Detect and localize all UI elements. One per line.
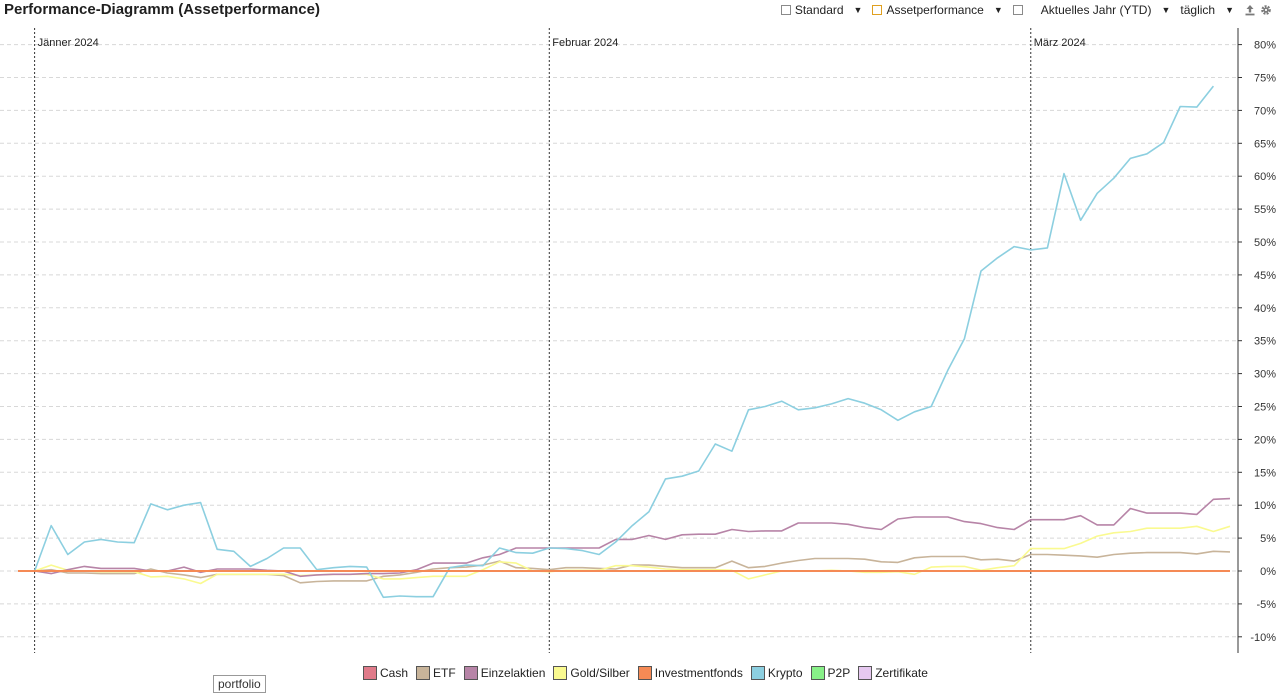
- y-tick-label: 70%: [1254, 105, 1276, 117]
- chart-title: Performance-Diagramm (Assetperformance): [4, 1, 320, 18]
- legend-swatch: [463, 666, 478, 680]
- legend-label: ETF: [433, 666, 456, 680]
- export-icon[interactable]: [1244, 4, 1256, 16]
- series-line-krypto: [18, 85, 1215, 599]
- legend-swatch: [858, 666, 873, 680]
- assetperformance-checkbox[interactable]: [872, 5, 883, 15]
- legend-swatch: [810, 666, 825, 680]
- legend-item-investmentfonds[interactable]: Investmentfonds: [637, 666, 743, 680]
- assetperformance-label: Assetperformance: [886, 3, 984, 17]
- y-tick-label: 15%: [1254, 467, 1276, 479]
- y-tick-label: 55%: [1254, 204, 1276, 216]
- period-label: Aktuelles Jahr (YTD): [1040, 3, 1152, 17]
- y-tick-label: 65%: [1254, 138, 1276, 150]
- legend-label: Cash: [380, 666, 409, 680]
- performance-line-chart: Jänner 2024 Februar 2024 März 2024 -10% -5%…: [0, 28, 1276, 653]
- legend-label: Zertifikate: [875, 666, 928, 680]
- interval-dropdown-icon[interactable]: ▼: [1225, 5, 1234, 15]
- legend-swatch: [553, 666, 568, 680]
- standard-checkbox[interactable]: [780, 5, 791, 15]
- series-line-einzelaktien: [18, 497, 1231, 578]
- y-tick-label: 40%: [1254, 303, 1276, 315]
- y-tick-label: 30%: [1254, 369, 1276, 381]
- y-tick-label: 5%: [1260, 533, 1276, 545]
- chart-legend: Cash ETF Einzelaktien Gold/Silber Invest…: [363, 666, 936, 680]
- series-line-gold-silber: [18, 525, 1231, 585]
- assetperformance-toggle[interactable]: Assetperformance ▼: [872, 3, 1008, 17]
- interval-selector[interactable]: täglich ▼: [1180, 3, 1240, 17]
- y-tick-label: 10%: [1254, 500, 1276, 512]
- legend-item-krypto[interactable]: Krypto: [750, 666, 803, 680]
- legend-item-zertifikate[interactable]: Zertifikate: [858, 666, 928, 680]
- legend-swatch: [363, 666, 377, 680]
- series-line-etf: [18, 550, 1231, 584]
- y-tick-label: -5%: [1256, 599, 1276, 611]
- legend-label: Investmentfonds: [654, 666, 743, 680]
- assetperformance-dropdown-icon[interactable]: ▼: [993, 5, 1003, 15]
- legend-swatch: [750, 666, 765, 680]
- y-tick-label: 60%: [1254, 171, 1276, 183]
- legend-item-p2p[interactable]: P2P: [810, 666, 851, 680]
- period-selector[interactable]: Aktuelles Jahr (YTD) ▼: [1012, 3, 1177, 17]
- legend-swatch: [416, 666, 431, 680]
- y-tick-label: 35%: [1254, 336, 1276, 348]
- y-tick-label: 25%: [1254, 402, 1276, 414]
- standard-dropdown-icon[interactable]: ▼: [853, 5, 863, 15]
- y-tick-label: -10%: [1250, 632, 1276, 644]
- legend-item-einzelaktien[interactable]: Einzelaktien: [463, 666, 546, 680]
- settings-gear-icon[interactable]: [1260, 4, 1272, 16]
- standard-label: Standard: [794, 3, 844, 17]
- y-tick-label: 80%: [1254, 40, 1276, 52]
- y-tick-label: 0%: [1260, 566, 1276, 578]
- period-checkbox[interactable]: [1012, 5, 1023, 15]
- month-marker-label: März 2024: [1034, 37, 1086, 49]
- y-tick-label: 50%: [1254, 237, 1276, 249]
- series-layer: [18, 85, 1231, 599]
- legend-item-gold-silber[interactable]: Gold/Silber: [553, 666, 630, 680]
- standard-toggle[interactable]: Standard ▼: [780, 3, 869, 17]
- legend-item-cash[interactable]: Cash: [363, 666, 408, 680]
- month-marker-label: Jänner 2024: [38, 37, 99, 49]
- legend-label: Gold/Silber: [570, 666, 630, 680]
- legend-item-etf[interactable]: ETF: [416, 666, 456, 680]
- hover-tooltip: portfolio: [213, 675, 266, 693]
- chart-toolbar: Standard ▼ Assetperformance ▼ Aktuelles …: [780, 3, 1272, 17]
- legend-swatch: [637, 666, 652, 680]
- legend-label: P2P: [827, 666, 851, 680]
- y-axis: -10% -5% 0% 5% 10% 15% 20% 25% 30% 35% 40% 45% 50% 55…: [1237, 28, 1276, 653]
- period-dropdown-icon[interactable]: ▼: [1161, 5, 1171, 15]
- legend-label: Einzelaktien: [480, 666, 546, 680]
- y-tick-label: 75%: [1254, 73, 1276, 85]
- legend-label: Krypto: [767, 666, 803, 680]
- interval-label: täglich: [1180, 3, 1216, 17]
- y-tick-label: 20%: [1254, 434, 1276, 446]
- month-marker-label: Februar 2024: [552, 37, 618, 49]
- y-tick-label: 45%: [1254, 270, 1276, 282]
